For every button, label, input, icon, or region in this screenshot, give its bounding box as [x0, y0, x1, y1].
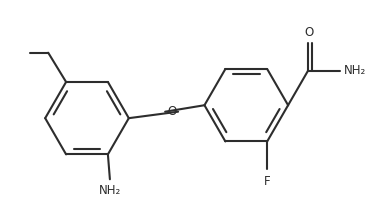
Text: NH₂: NH₂ [344, 64, 366, 77]
Text: F: F [264, 175, 270, 188]
Text: O: O [304, 26, 314, 39]
Text: NH₂: NH₂ [99, 184, 121, 197]
Text: O: O [167, 105, 176, 118]
